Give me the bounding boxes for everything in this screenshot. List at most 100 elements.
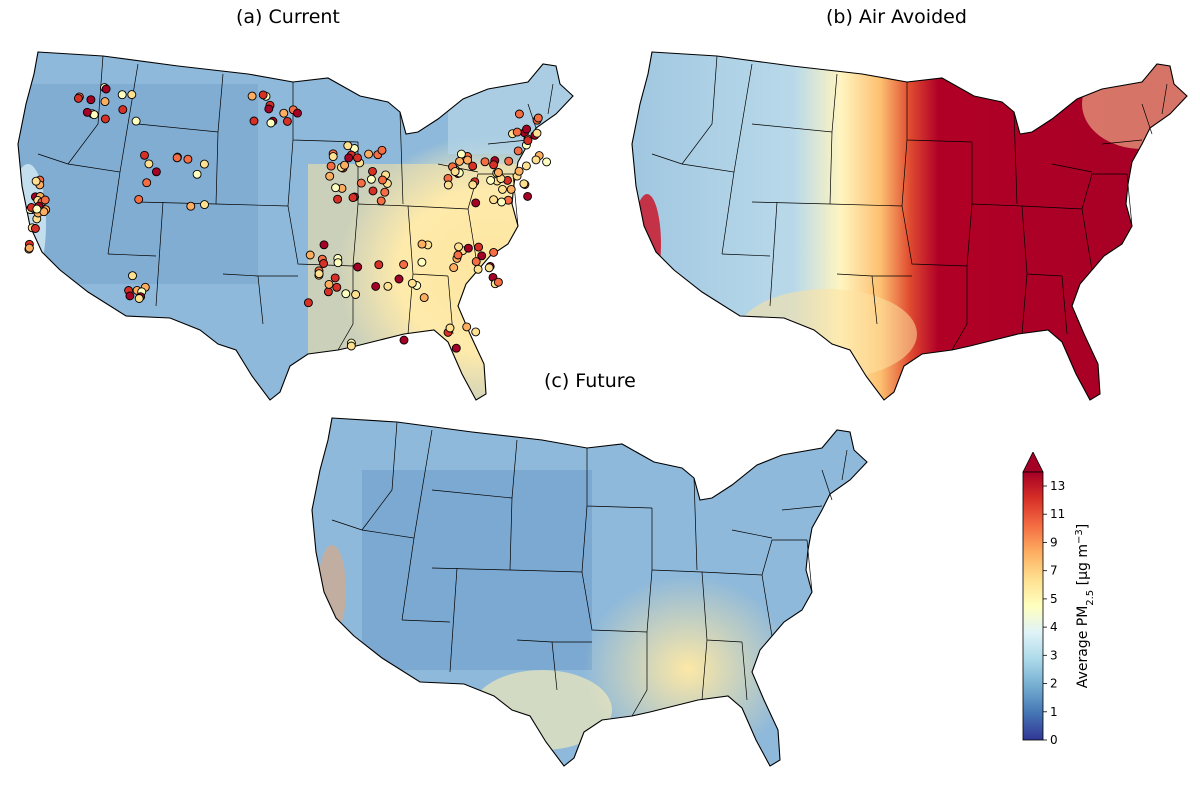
station-marker bbox=[172, 153, 182, 163]
state-border-line bbox=[651, 569, 743, 643]
station-marker bbox=[513, 146, 523, 156]
station-marker bbox=[445, 323, 455, 333]
station-marker bbox=[100, 97, 110, 107]
station-marker bbox=[477, 251, 487, 261]
station-marker bbox=[453, 250, 463, 260]
station-marker bbox=[377, 145, 387, 155]
station-marker bbox=[504, 156, 514, 166]
station-marker bbox=[32, 204, 42, 214]
state-border-line bbox=[761, 539, 807, 576]
station-marker bbox=[376, 196, 386, 206]
station-marker bbox=[474, 242, 484, 252]
state-border-line bbox=[769, 201, 778, 307]
station-marker bbox=[303, 298, 313, 308]
state-border-line bbox=[693, 477, 698, 571]
state-border-line bbox=[741, 641, 748, 701]
station-marker bbox=[118, 105, 128, 115]
station-marker bbox=[523, 191, 533, 201]
pm25-field-future bbox=[312, 418, 867, 766]
station-marker bbox=[417, 257, 427, 267]
colorbar-extend-arrow bbox=[1022, 452, 1044, 473]
colorbar-tick-label: 4 bbox=[1050, 620, 1058, 634]
colorbar-tick-label: 3 bbox=[1050, 648, 1058, 662]
station-marker bbox=[186, 201, 196, 211]
station-marker bbox=[456, 149, 466, 159]
station-marker bbox=[514, 166, 524, 176]
state-border-line bbox=[1061, 275, 1068, 335]
station-marker bbox=[366, 174, 376, 184]
station-marker bbox=[351, 290, 361, 299]
station-marker bbox=[463, 155, 473, 165]
state-border-line bbox=[331, 519, 363, 531]
state-border-line bbox=[361, 421, 398, 531]
state-border-line bbox=[487, 139, 529, 145]
station-marker bbox=[383, 281, 393, 291]
station-marker bbox=[331, 183, 341, 193]
state-border-line bbox=[701, 639, 708, 701]
state-border-line bbox=[581, 571, 648, 633]
station-marker bbox=[449, 263, 459, 273]
state-border-line bbox=[107, 253, 157, 257]
station-marker bbox=[73, 93, 83, 103]
station-marker bbox=[264, 104, 274, 114]
station-marker bbox=[305, 250, 315, 260]
station-marker bbox=[512, 127, 522, 137]
state-border-line bbox=[337, 266, 354, 351]
station-marker bbox=[332, 282, 342, 292]
state-borders-air-avoided bbox=[651, 55, 1168, 351]
station-marker bbox=[486, 175, 496, 185]
station-marker bbox=[200, 200, 209, 210]
station-marker bbox=[493, 168, 503, 177]
station-marker bbox=[407, 278, 417, 288]
station-marker bbox=[134, 294, 144, 303]
colorbar-tick-label: 9 bbox=[1050, 535, 1058, 549]
us-outline-current bbox=[17, 51, 574, 401]
station-marker bbox=[323, 287, 333, 297]
station-marker bbox=[319, 259, 329, 268]
station-marker bbox=[506, 184, 516, 194]
station-marker bbox=[473, 264, 483, 274]
colorbar-tick-label: 11 bbox=[1050, 507, 1065, 521]
station-marker bbox=[333, 258, 343, 268]
state-border-line bbox=[1081, 173, 1127, 210]
station-marker bbox=[493, 277, 503, 287]
station-marker bbox=[489, 160, 499, 170]
station-marker bbox=[82, 107, 92, 117]
state-border-line bbox=[821, 469, 833, 501]
colorbar-label: Average PM2.5 [µg m−3] bbox=[1074, 524, 1096, 688]
station-marker bbox=[531, 155, 541, 165]
state-border-line bbox=[292, 82, 359, 143]
us-outline-air-avoided bbox=[631, 51, 1188, 401]
station-marker bbox=[368, 186, 378, 196]
station-marker bbox=[40, 195, 50, 205]
station-marker bbox=[325, 171, 335, 181]
station-marker bbox=[471, 257, 481, 267]
station-marker bbox=[344, 153, 354, 163]
colorbar-tick-label: 13 bbox=[1050, 479, 1065, 493]
state-border-line bbox=[1161, 83, 1168, 115]
state-border-line bbox=[399, 111, 404, 205]
station-marker bbox=[353, 153, 362, 163]
state-border-line bbox=[1013, 111, 1018, 205]
us-outline-future bbox=[311, 417, 868, 767]
station-marker bbox=[533, 113, 543, 123]
state-border-line bbox=[901, 205, 968, 267]
station-marker bbox=[368, 166, 377, 176]
state-border-line bbox=[512, 173, 519, 227]
station-marker bbox=[471, 198, 481, 208]
station-marker bbox=[324, 279, 334, 289]
state-border-line bbox=[731, 529, 773, 539]
station-marker bbox=[514, 109, 524, 119]
station-marker bbox=[523, 136, 533, 146]
colorbar-tick-label: 5 bbox=[1050, 592, 1058, 606]
station-marker bbox=[454, 242, 464, 252]
station-marker bbox=[282, 116, 292, 126]
station-marker bbox=[455, 156, 464, 166]
pm25-field-air-avoided bbox=[632, 52, 1187, 400]
panel-c-title: (c) Future bbox=[544, 370, 636, 392]
state-border-line bbox=[681, 55, 718, 165]
station-marker bbox=[249, 116, 259, 126]
station-marker bbox=[326, 161, 336, 171]
state-border-line bbox=[1141, 103, 1153, 135]
state-border-line bbox=[971, 203, 1063, 277]
